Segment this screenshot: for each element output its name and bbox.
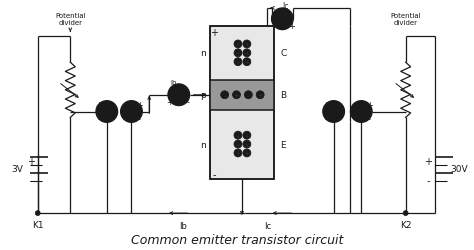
Text: +: + xyxy=(245,51,249,56)
Circle shape xyxy=(120,101,142,123)
Bar xyxy=(210,80,274,110)
Text: C: C xyxy=(281,49,287,58)
Text: -: - xyxy=(186,98,189,107)
Text: +: + xyxy=(95,101,102,110)
Circle shape xyxy=(243,150,251,157)
Text: divider: divider xyxy=(394,20,418,26)
Text: +: + xyxy=(236,60,240,65)
Text: +: + xyxy=(257,92,263,98)
Text: +: + xyxy=(245,60,249,65)
Circle shape xyxy=(221,92,228,99)
Circle shape xyxy=(234,50,242,58)
Circle shape xyxy=(234,58,242,66)
Text: 3V: 3V xyxy=(11,164,23,173)
Text: +: + xyxy=(166,98,173,107)
Circle shape xyxy=(168,84,190,106)
Text: +: + xyxy=(236,142,240,147)
Circle shape xyxy=(35,211,40,216)
Text: +: + xyxy=(210,28,219,38)
Text: +: + xyxy=(245,42,249,47)
Text: μA: μA xyxy=(175,93,183,98)
Circle shape xyxy=(243,50,251,58)
Circle shape xyxy=(350,101,372,123)
Circle shape xyxy=(234,140,242,148)
Text: -: - xyxy=(368,114,371,124)
Text: +: + xyxy=(245,133,249,138)
Text: p: p xyxy=(201,91,206,100)
Text: +: + xyxy=(424,156,432,166)
Text: +: + xyxy=(236,151,240,156)
Text: -: - xyxy=(98,114,100,124)
Text: -: - xyxy=(427,176,430,186)
Circle shape xyxy=(234,150,242,157)
Text: Vb: Vb xyxy=(128,110,136,114)
Text: n: n xyxy=(201,49,206,58)
Circle shape xyxy=(96,101,118,123)
Text: divider: divider xyxy=(58,20,82,26)
Text: -: - xyxy=(272,22,275,31)
Text: 30V: 30V xyxy=(450,164,468,173)
Circle shape xyxy=(243,58,251,66)
Text: +: + xyxy=(136,101,143,110)
Text: K1: K1 xyxy=(32,220,44,230)
Text: +: + xyxy=(366,101,373,110)
Text: Potential: Potential xyxy=(55,13,86,19)
Text: +: + xyxy=(234,92,239,98)
Text: +: + xyxy=(236,133,240,138)
Text: Va: Va xyxy=(103,110,110,114)
Text: +: + xyxy=(288,22,295,31)
Text: -: - xyxy=(29,176,33,186)
Text: +: + xyxy=(245,151,249,156)
Text: +: + xyxy=(27,156,35,166)
Text: -: - xyxy=(223,92,226,98)
Text: Ic: Ic xyxy=(282,2,289,12)
Text: K2: K2 xyxy=(400,220,411,230)
Text: -: - xyxy=(247,92,250,98)
Bar xyxy=(210,26,274,179)
Text: +: + xyxy=(236,51,240,56)
Text: Potential: Potential xyxy=(391,13,421,19)
Text: +: + xyxy=(236,42,240,47)
Text: Ib: Ib xyxy=(179,222,187,230)
Circle shape xyxy=(234,41,242,49)
Text: n: n xyxy=(201,140,206,149)
Text: Ic: Ic xyxy=(264,222,271,230)
Circle shape xyxy=(323,101,345,123)
Text: Ib: Ib xyxy=(171,80,177,86)
Circle shape xyxy=(272,9,293,30)
Text: -: - xyxy=(212,169,216,179)
Circle shape xyxy=(243,132,251,140)
Text: mA: mA xyxy=(277,17,288,22)
Circle shape xyxy=(243,140,251,148)
Bar xyxy=(210,26,274,179)
Text: B: B xyxy=(281,91,286,100)
Text: -: - xyxy=(324,114,327,124)
Text: E: E xyxy=(281,140,286,149)
Circle shape xyxy=(233,92,240,99)
Text: +: + xyxy=(245,142,249,147)
Circle shape xyxy=(403,211,408,216)
Text: -: - xyxy=(138,114,141,124)
Text: +: + xyxy=(322,101,329,110)
Text: Common emitter transistor circuit: Common emitter transistor circuit xyxy=(131,233,343,246)
Circle shape xyxy=(245,92,252,99)
Circle shape xyxy=(234,132,242,140)
Circle shape xyxy=(256,92,264,99)
Text: Vc: Vc xyxy=(330,110,337,114)
Text: V2: V2 xyxy=(357,110,365,114)
Circle shape xyxy=(243,41,251,49)
